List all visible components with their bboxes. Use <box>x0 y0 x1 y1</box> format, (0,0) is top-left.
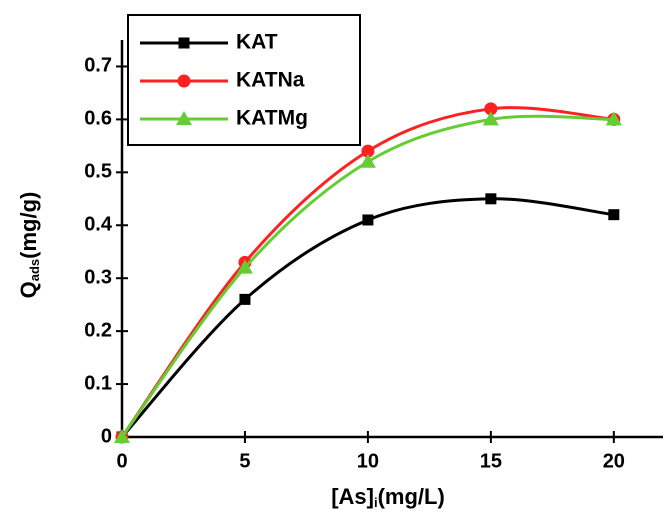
y-tick-label: 0.6 <box>84 108 112 130</box>
data-point <box>239 293 251 305</box>
legend-label: KATNa <box>236 69 305 92</box>
y-tick-label: 0.5 <box>84 161 112 183</box>
x-axis-label: [As]i(mg/L) <box>331 484 445 511</box>
data-point <box>484 102 498 116</box>
data-point <box>605 111 622 126</box>
x-tick-label: 15 <box>480 450 502 472</box>
x-tick-label: 0 <box>116 450 127 472</box>
y-tick-label: 0.2 <box>84 319 112 341</box>
legend-marker <box>176 111 192 125</box>
legend-marker <box>177 74 191 88</box>
legend-label: KAT <box>236 31 278 54</box>
x-tick-label: 20 <box>603 450 625 472</box>
data-point <box>236 259 253 274</box>
data-point <box>114 429 130 443</box>
data-point <box>362 214 374 226</box>
y-label-unit: (mg/g) <box>16 192 41 259</box>
data-point <box>359 153 376 168</box>
y-tick-label: 0.4 <box>84 214 113 236</box>
series-line <box>120 114 614 438</box>
x-tick-label: 10 <box>357 450 379 472</box>
x-tick-label: 5 <box>239 450 250 472</box>
x-label-sub: i <box>374 495 378 510</box>
y-tick-label: 0.1 <box>84 372 112 394</box>
data-point <box>361 144 375 158</box>
y-label-main: Q <box>16 281 41 298</box>
legend-label: KATMg <box>236 107 308 130</box>
x-label-main: [As] <box>331 484 374 509</box>
legend-marker <box>178 37 190 49</box>
y-label-sub: ads <box>27 259 42 281</box>
y-axis-label: Qads(mg/g) <box>16 192 43 299</box>
x-label-unit: (mg/L) <box>378 484 445 509</box>
series-line <box>120 106 614 438</box>
data-point <box>608 209 620 221</box>
data-point <box>485 193 497 205</box>
series-line <box>120 197 615 438</box>
data-point <box>482 111 499 126</box>
y-tick-label: 0.7 <box>84 55 112 77</box>
y-tick-label: 0 <box>101 425 112 447</box>
y-tick-label: 0.3 <box>84 266 112 288</box>
